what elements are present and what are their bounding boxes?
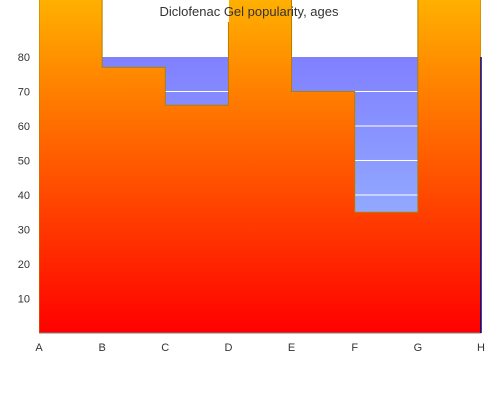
tick-labels: 10 20 30 40 50 60 70 80 A B C D E F G H — [18, 52, 485, 354]
x-tick-label: A — [35, 342, 43, 354]
area-step-B — [102, 67, 165, 333]
area-series-path — [39, 0, 481, 333]
chart-title: Diclofenac Gel popularity, ages — [160, 4, 339, 19]
y-tick-label: 60 — [18, 121, 30, 133]
area-step-C — [165, 105, 228, 333]
area-step-G — [418, 0, 481, 333]
axes — [39, 57, 482, 334]
area-series — [39, 0, 481, 333]
x-tick-label: B — [98, 342, 105, 354]
x-tick-label: E — [288, 342, 295, 354]
y-tick-label: 40 — [18, 190, 30, 202]
y-tick-label: 30 — [18, 225, 30, 237]
y-tick-label: 50 — [18, 156, 30, 168]
x-tick-label: H — [477, 342, 485, 354]
title-background — [292, 0, 417, 22]
title-background — [104, 0, 229, 22]
x-tick-label: D — [224, 342, 232, 354]
x-tick-label: C — [161, 342, 169, 354]
y-tick-label: 80 — [18, 52, 30, 64]
area-step-F — [355, 212, 418, 333]
area-step-A — [39, 0, 102, 333]
x-tick-label: G — [414, 342, 423, 354]
x-tick-label: F — [351, 342, 358, 354]
area-step-E — [292, 92, 355, 334]
area-step-D — [228, 0, 291, 333]
y-tick-label: 10 — [18, 294, 30, 306]
y-tick-label: 20 — [18, 259, 30, 271]
y-tick-label: 70 — [18, 87, 30, 99]
